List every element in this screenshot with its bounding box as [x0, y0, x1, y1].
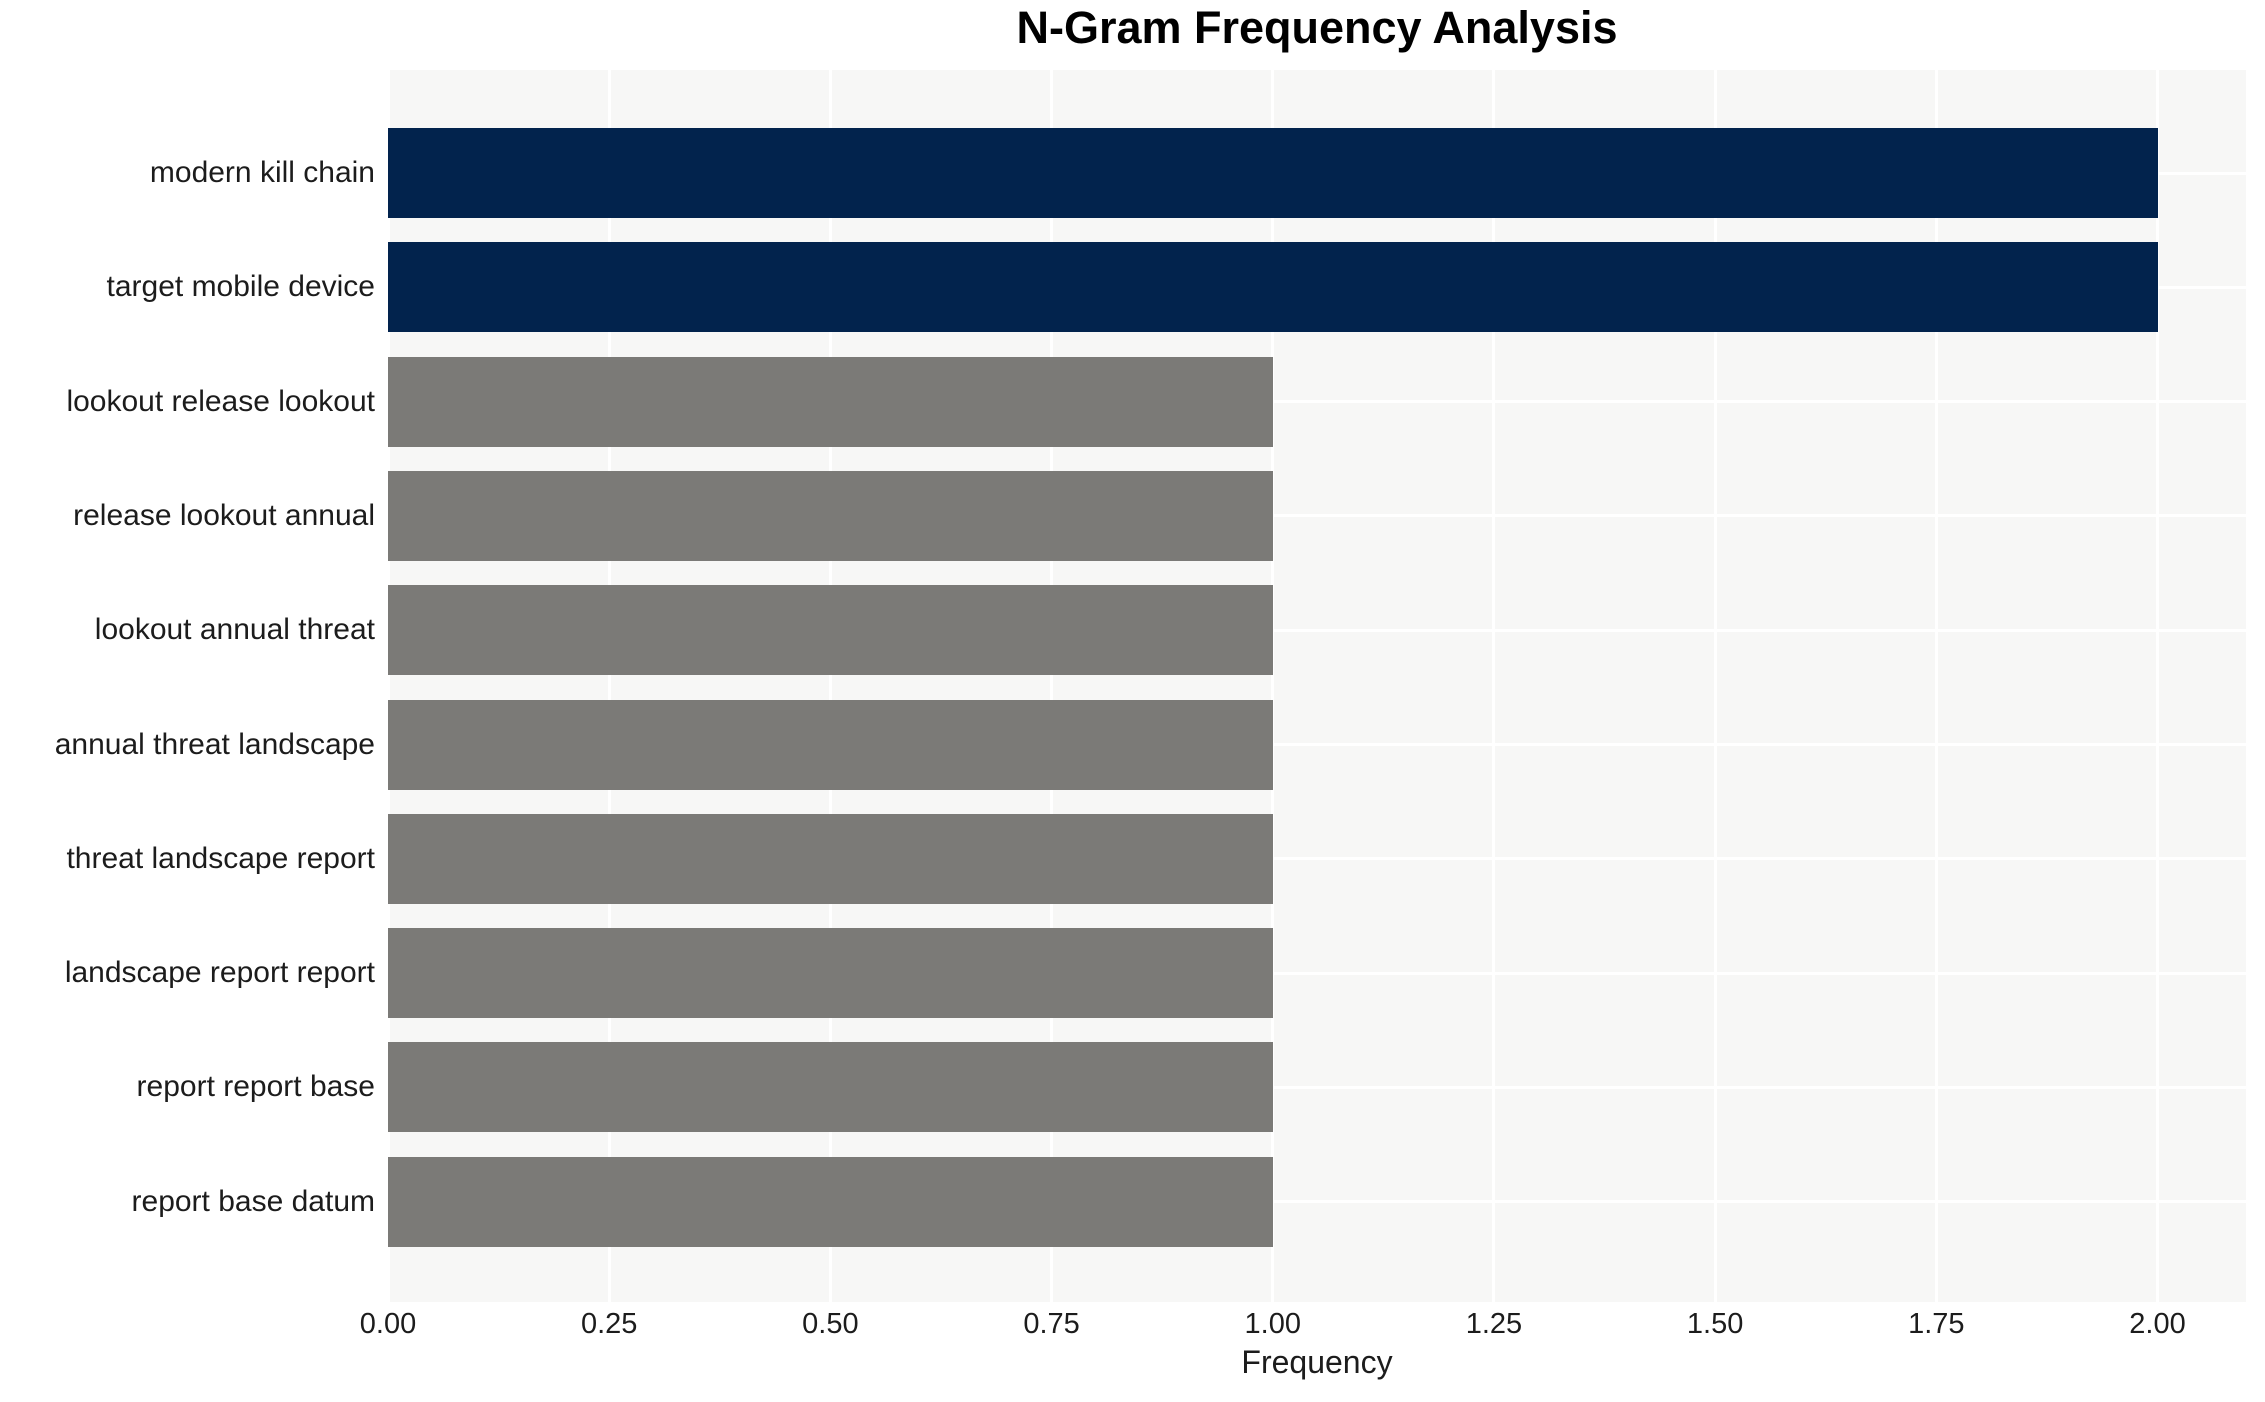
gridline-horizontal: [388, 400, 2246, 404]
gridline-vertical-1.00: [1271, 70, 1275, 1302]
gridline-horizontal: [388, 514, 2246, 518]
x-tick-label: 0.00: [359, 1308, 417, 1340]
gridline-vertical-0.00: [386, 70, 390, 1302]
category-label: release lookout annual: [73, 498, 375, 532]
x-tick-label: 1.75: [1908, 1308, 1965, 1340]
bar-report-report-base: [388, 1042, 1273, 1133]
gridline-vertical-0.75: [1050, 70, 1054, 1302]
x-tick-label: 1.00: [1244, 1308, 1301, 1340]
chart-title: N-Gram Frequency Analysis: [1016, 2, 1618, 53]
bar-report-base-datum: [388, 1156, 1273, 1247]
bar-threat-landscape-report: [388, 813, 1273, 904]
bar-annual-threat-landscape: [388, 699, 1273, 790]
gridline-vertical-2.00: [2156, 70, 2160, 1302]
bar-release-lookout-annual: [388, 470, 1273, 561]
bar-lookout-release-lookout: [388, 356, 1273, 447]
x-tick-label: 0.75: [1023, 1308, 1080, 1340]
x-axis-label: Frequency: [1241, 1344, 1393, 1380]
category-label: lookout release lookout: [66, 384, 375, 418]
bar-lookout-annual-threat: [388, 585, 1273, 676]
category-label: report base datum: [131, 1184, 375, 1218]
gridline-vertical-1.75: [1934, 70, 1938, 1302]
gridline-horizontal: [388, 971, 2246, 975]
gridline-horizontal: [388, 1085, 2246, 1089]
gridline-horizontal: [388, 743, 2246, 746]
category-label: landscape report report: [64, 956, 375, 990]
x-tick-label: 0.25: [580, 1308, 638, 1340]
category-label: report report base: [136, 1070, 375, 1104]
x-tick-label: 1.50: [1686, 1308, 1744, 1340]
x-tick-label: 2.00: [2129, 1308, 2186, 1340]
gridline-vertical-0.25: [607, 70, 611, 1302]
gridline-horizontal: [388, 857, 2246, 861]
category-label: threat landscape report: [66, 841, 375, 875]
category-label: target mobile device: [106, 270, 375, 304]
bar-landscape-report-report: [388, 928, 1273, 1019]
gridline-horizontal: [388, 628, 2246, 632]
category-label: modern kill chain: [149, 156, 375, 189]
category-label: lookout annual threat: [94, 613, 375, 647]
gridline-vertical-0.50: [828, 70, 832, 1302]
bar-modern-kill-chain: [388, 128, 2158, 218]
gridline-vertical-1.50: [1713, 70, 1717, 1302]
gridline-horizontal: [388, 1200, 2246, 1204]
x-tick-label: 0.50: [802, 1308, 859, 1340]
category-label: annual threat landscape: [54, 727, 375, 761]
x-tick-label: 1.25: [1465, 1308, 1523, 1340]
bar-target-mobile-device: [388, 242, 2158, 333]
plot-area: [386, 70, 2246, 1302]
gridline-vertical-1.25: [1492, 70, 1496, 1302]
